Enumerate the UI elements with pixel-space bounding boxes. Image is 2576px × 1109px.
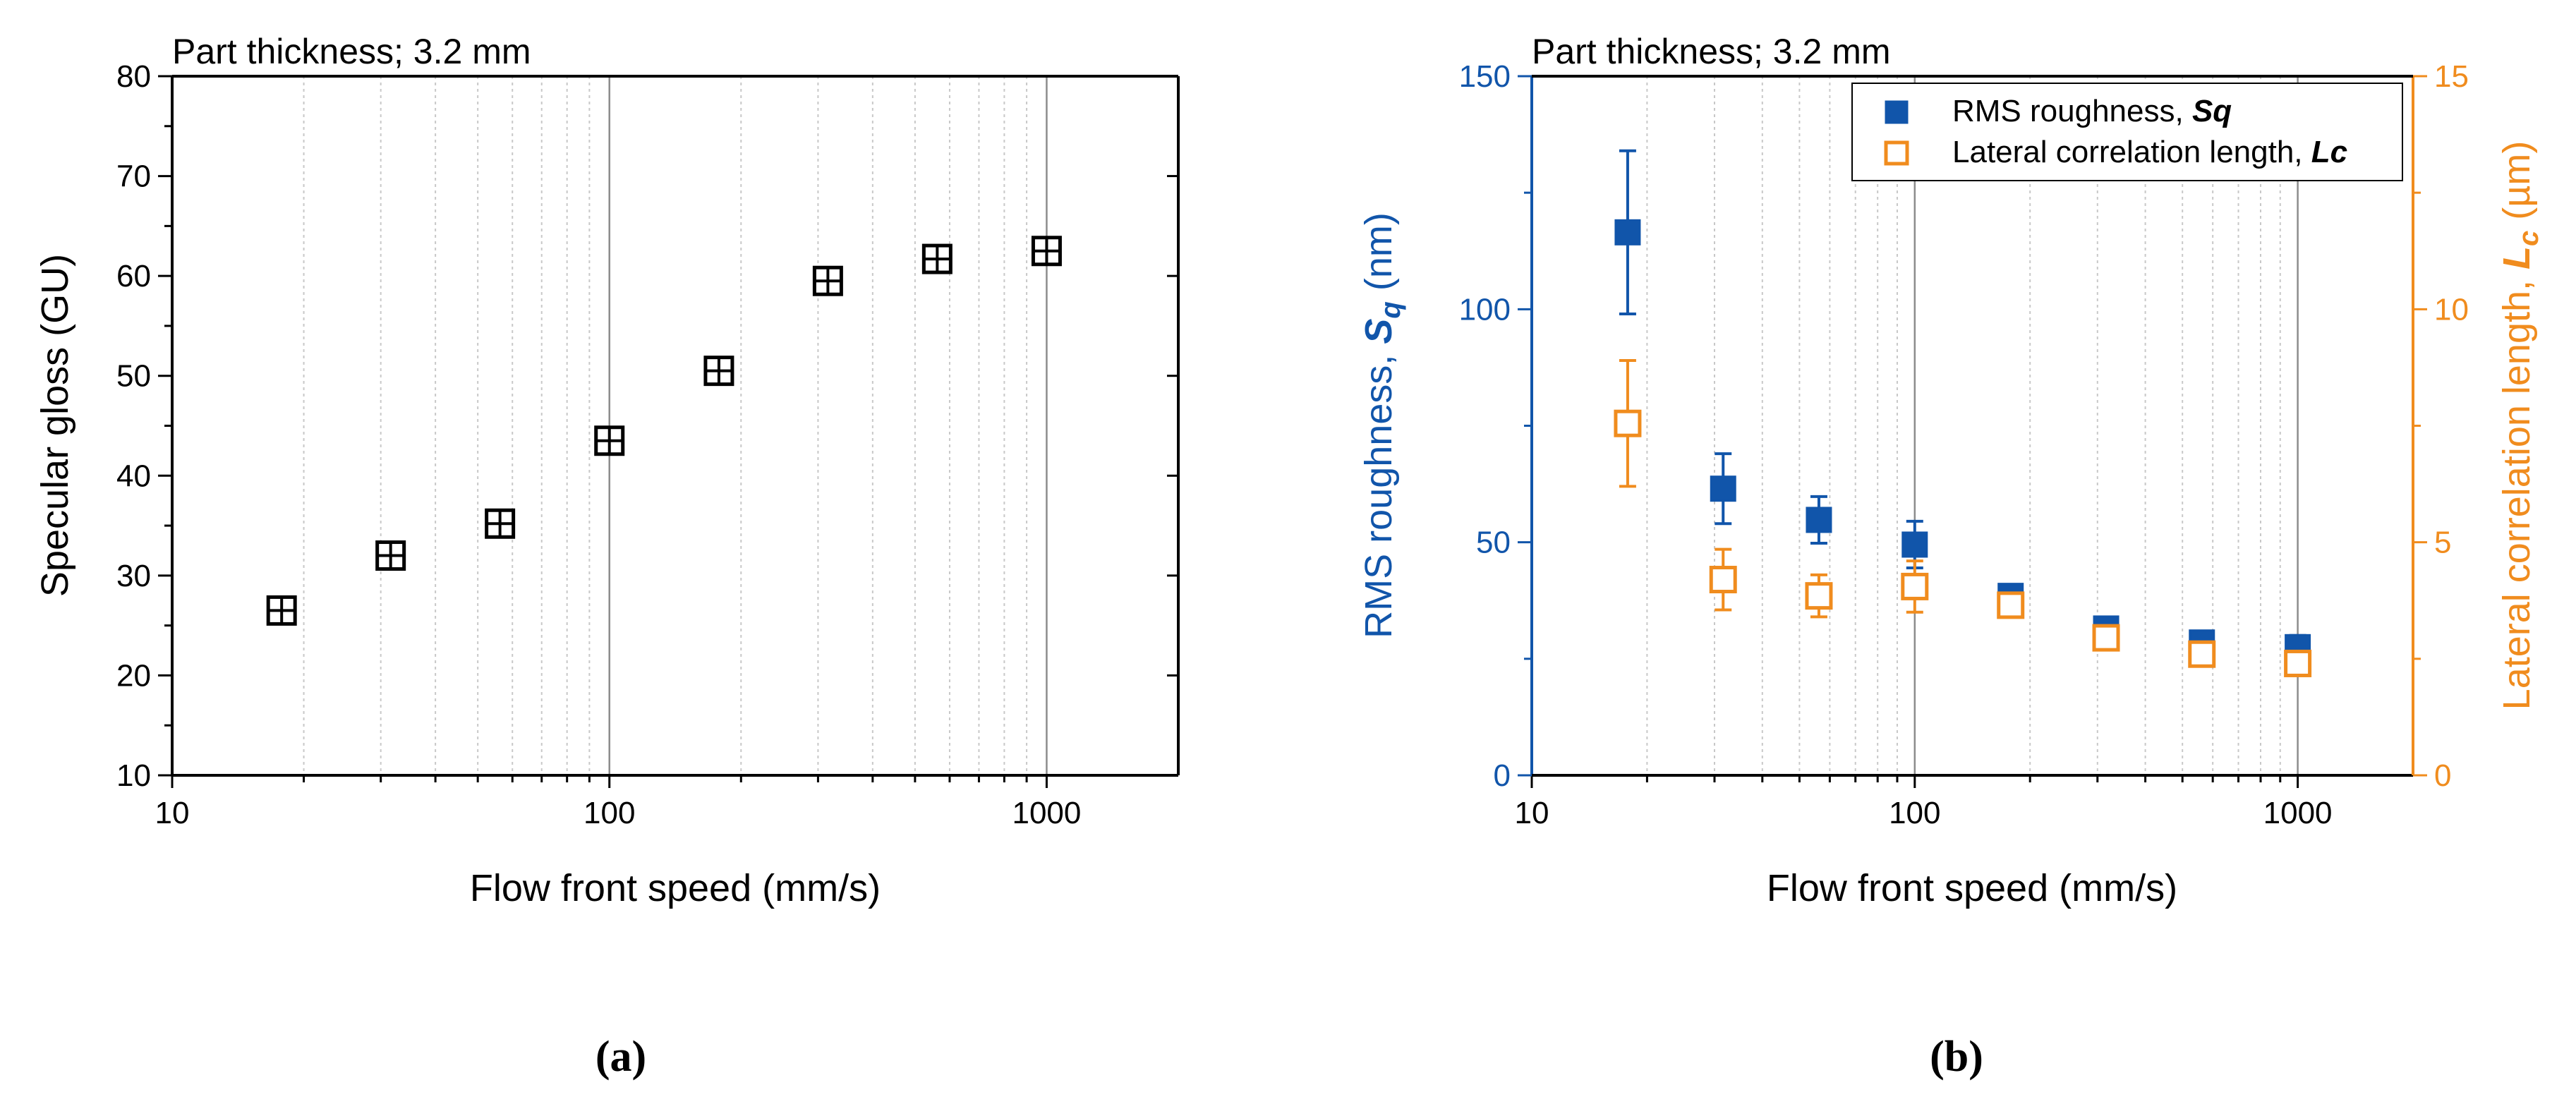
roughness-chart-ticks: 10 100 1000 0 50 100 150 0 5 10 15 bbox=[1459, 59, 2469, 830]
legend-lc-label: Lateral correlation length, Lc bbox=[1952, 135, 2347, 169]
lc-point bbox=[2188, 640, 2216, 668]
lc-point bbox=[1709, 547, 1737, 612]
roughness-x-axis-label: Flow front speed (mm/s) bbox=[1767, 867, 2177, 909]
roughness-y-axis-label-subscript: q bbox=[1375, 301, 1406, 318]
panel-label-b: (b) bbox=[1930, 1033, 1983, 1081]
lc-marker bbox=[1805, 582, 1833, 610]
gloss-point bbox=[594, 425, 625, 456]
gloss-y-tick-label: 30 bbox=[116, 559, 151, 593]
sq-point bbox=[1614, 149, 1641, 315]
sq-marker bbox=[1806, 507, 1832, 533]
roughness-data-points bbox=[1614, 149, 2312, 677]
correlation-y2-axis-label: Lateral correlation length, Lc (µm) bbox=[2496, 141, 2544, 710]
correlation-y2-tick-label: 5 bbox=[2434, 526, 2451, 560]
lc-point bbox=[1997, 591, 2025, 619]
lc-point bbox=[1901, 559, 1929, 614]
lc-marker bbox=[2284, 649, 2312, 677]
roughness-legend: RMS roughness, Sq Lateral correlation le… bbox=[1851, 83, 2403, 181]
correlation-y2-tick-label: 15 bbox=[2434, 59, 2469, 94]
sq-marker bbox=[1614, 219, 1641, 246]
roughness-y-axis-label-unit: (nm) bbox=[1357, 212, 1400, 301]
legend-sq-label-symbol: Sq bbox=[2192, 94, 2232, 128]
gloss-y-tick-label: 20 bbox=[116, 658, 151, 693]
lc-marker bbox=[1997, 591, 2025, 619]
correlation-y2-axis-label-main: Lateral correlation length, bbox=[2496, 269, 2538, 710]
correlation-y2-tick-label: 0 bbox=[2434, 758, 2451, 793]
legend-lc-label-text: Lateral correlation length, bbox=[1952, 135, 2311, 169]
lc-marker bbox=[1901, 572, 1929, 600]
panel-label-a: (a) bbox=[595, 1033, 646, 1081]
roughness-chart-gridlines bbox=[1646, 76, 2299, 775]
gloss-x-axis-label: Flow front speed (mm/s) bbox=[470, 867, 881, 909]
roughness-chart: 10 100 1000 0 50 100 150 0 5 10 15 Part thickness;… bbox=[1357, 32, 2544, 1081]
roughness-x-tick-label: 100 bbox=[1889, 796, 1940, 830]
gloss-chart-ticks: 10 100 1000 10 20 30 40 50 60 70 80 bbox=[116, 59, 1178, 830]
gloss-y-tick-label: 70 bbox=[116, 159, 151, 194]
gloss-chart-frame bbox=[171, 75, 1180, 777]
legend-sq-marker bbox=[1885, 100, 1909, 124]
gloss-point bbox=[266, 595, 297, 626]
sq-marker bbox=[1901, 531, 1928, 558]
gloss-y-tick-label: 80 bbox=[116, 59, 151, 94]
roughness-chart-title: Part thickness; 3.2 mm bbox=[1532, 32, 1891, 71]
legend-sq-label: RMS roughness, Sq bbox=[1952, 94, 2232, 128]
gloss-point bbox=[921, 243, 953, 274]
lc-point bbox=[1805, 573, 1833, 619]
gloss-y-tick-label: 50 bbox=[116, 359, 151, 394]
correlation-y2-axis-label-unit: (µm) bbox=[2496, 141, 2538, 231]
gloss-point bbox=[703, 356, 734, 387]
gloss-point bbox=[375, 540, 406, 571]
sq-point bbox=[1806, 495, 1832, 545]
gloss-y-tick-label: 10 bbox=[116, 758, 151, 793]
correlation-y2-axis-label-subscript: c bbox=[2513, 231, 2544, 246]
gloss-data-points bbox=[266, 236, 1062, 626]
lc-point bbox=[2284, 649, 2312, 677]
gloss-x-tick-label: 100 bbox=[583, 796, 635, 830]
lc-marker bbox=[2188, 640, 2216, 668]
sq-point bbox=[1710, 452, 1736, 526]
correlation-y2-tick-label: 10 bbox=[2434, 292, 2469, 327]
roughness-y-axis-label: RMS roughness, Sq (nm) bbox=[1357, 212, 1406, 638]
lc-point bbox=[1614, 359, 1642, 488]
lc-point bbox=[2092, 624, 2120, 652]
gloss-y-axis-label: Specular gloss (GU) bbox=[34, 254, 76, 597]
gloss-y-tick-label: 60 bbox=[116, 259, 151, 293]
gloss-chart-gridlines bbox=[303, 76, 1048, 775]
roughness-x-tick-label: 1000 bbox=[2263, 796, 2333, 830]
gloss-x-tick-label: 10 bbox=[155, 796, 190, 830]
gloss-point bbox=[485, 508, 516, 539]
roughness-y-tick-label: 150 bbox=[1459, 59, 1511, 94]
correlation-y2-axis-label-symbol: L bbox=[2496, 246, 2538, 269]
gloss-chart: 10 100 1000 10 20 30 40 50 60 70 80 Part thickness… bbox=[34, 32, 1180, 1081]
legend-lc-marker bbox=[1884, 140, 1909, 166]
gloss-point bbox=[812, 265, 843, 296]
lc-marker bbox=[1709, 566, 1737, 594]
gloss-point bbox=[1031, 236, 1062, 267]
roughness-y-tick-label: 0 bbox=[1494, 758, 1511, 793]
lc-marker bbox=[1614, 409, 1642, 437]
gloss-chart-title: Part thickness; 3.2 mm bbox=[172, 32, 531, 71]
legend-box bbox=[1851, 83, 2403, 181]
legend-lc-label-symbol: Lc bbox=[2311, 135, 2347, 169]
lc-marker bbox=[2092, 624, 2120, 652]
roughness-y-axis-label-symbol: S bbox=[1357, 319, 1400, 344]
roughness-y-tick-label: 50 bbox=[1476, 526, 1511, 560]
roughness-y-tick-label: 100 bbox=[1459, 292, 1511, 327]
gloss-y-tick-label: 40 bbox=[116, 459, 151, 493]
legend-sq-label-text: RMS roughness, bbox=[1952, 94, 2192, 128]
roughness-y-axis-label-main: RMS roughness, bbox=[1357, 344, 1400, 638]
sq-marker bbox=[1710, 475, 1736, 502]
gloss-x-tick-label: 1000 bbox=[1012, 796, 1081, 830]
roughness-x-tick-label: 10 bbox=[1515, 796, 1549, 830]
